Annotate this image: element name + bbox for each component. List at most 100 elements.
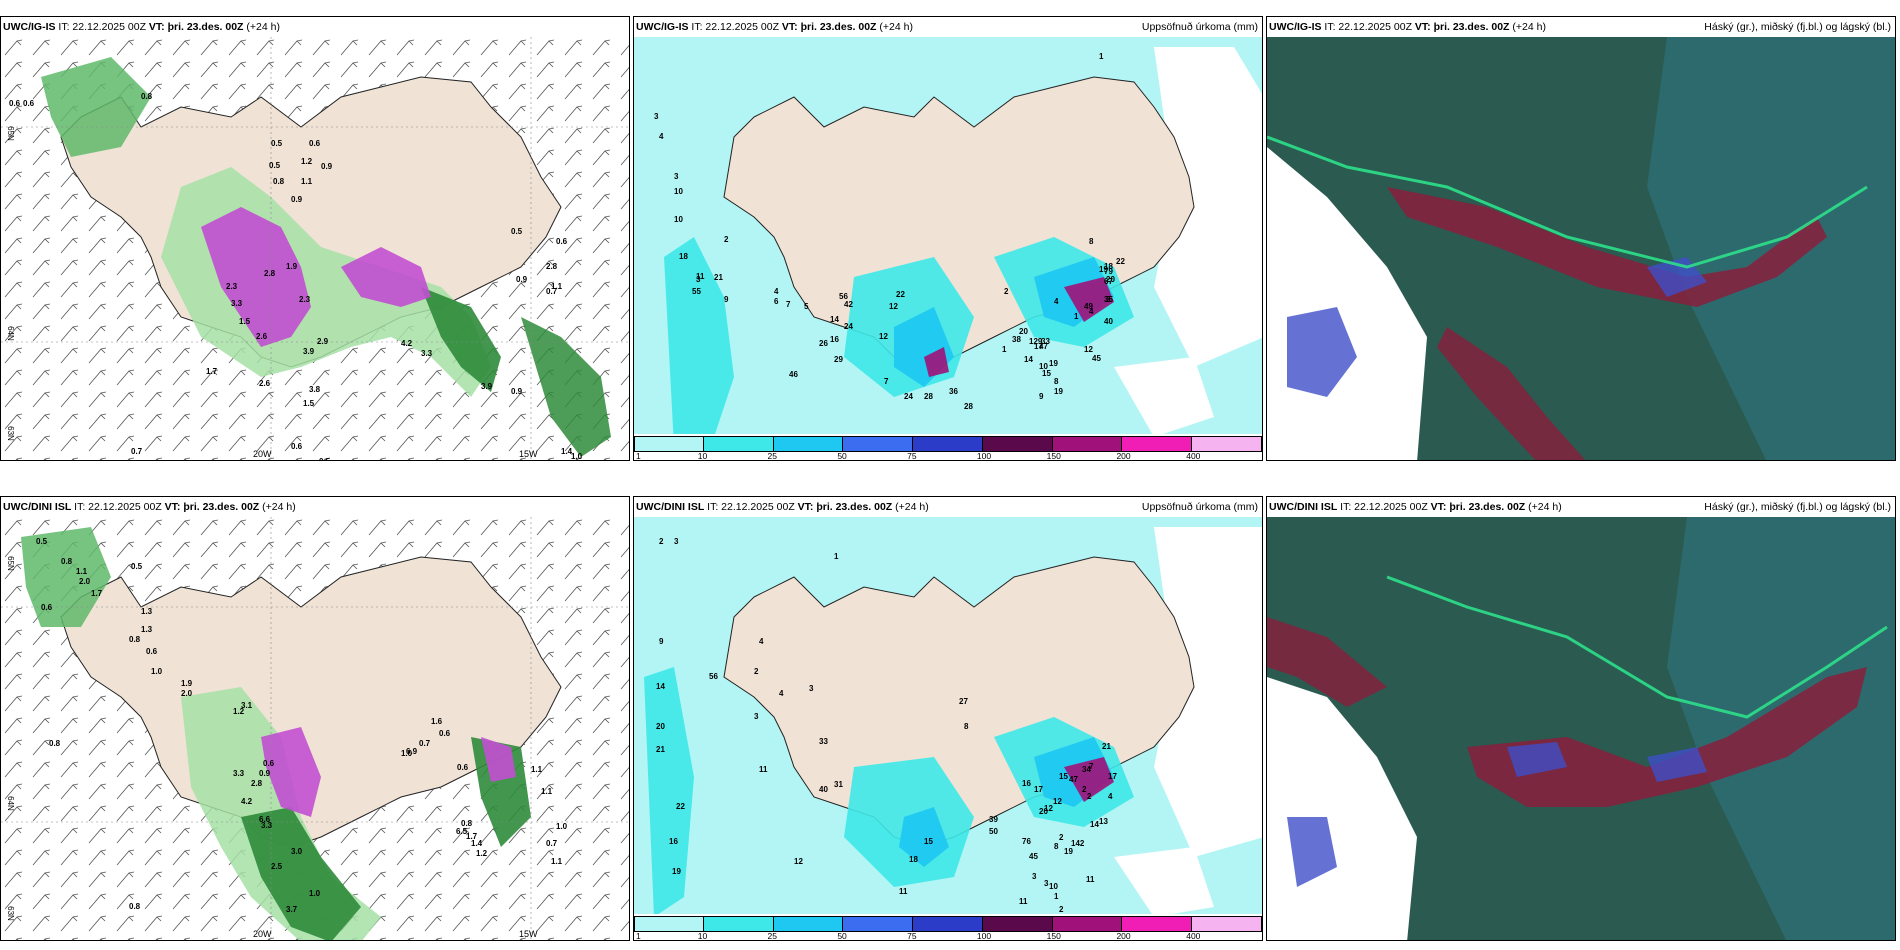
value-label: 33 (1041, 337, 1050, 346)
value-label: 2.0 (181, 689, 193, 698)
value-label: 0.8 (129, 635, 141, 644)
east-green (521, 317, 611, 457)
value-label: 12 (879, 332, 888, 341)
value-label: 21 (1102, 742, 1111, 751)
colorbar-tick-label: 100 (976, 931, 992, 941)
value-label: 6.5 (456, 827, 468, 836)
value-label: 16 (1022, 779, 1031, 788)
value-label: 1.0 (309, 889, 321, 898)
colorbar-tick-label: 25 (767, 931, 778, 941)
model-name: UWC/IG-IS (3, 21, 56, 33)
value-label: 3 (654, 112, 659, 121)
value-label: 0.9 (291, 195, 303, 204)
value-label: 10 (1049, 882, 1058, 891)
value-label: 1.0 (556, 822, 568, 831)
value-label: 79 (1104, 267, 1113, 276)
value-label: 1.7 (91, 589, 103, 598)
value-label: 1.9 (286, 262, 298, 271)
lead-time: (+24 h) (895, 501, 929, 513)
lat-label-64n: 64N (5, 326, 15, 341)
value-label: 1 (834, 552, 839, 561)
value-label: 0.9 (516, 275, 528, 284)
colorbar-tick-label: 400 (1186, 931, 1201, 941)
model-name: UWC/DINI ISL (3, 501, 72, 513)
value-label: 4 (774, 287, 779, 296)
panel-ig-clouds: UWC/IG-IS IT: 22.12.2025 00Z VT: þri. 23… (1266, 16, 1896, 461)
value-label: 0.8 (273, 177, 285, 186)
value-label: 2.9 (317, 337, 329, 346)
value-label: 18 (1104, 262, 1113, 271)
value-label: 12 (1084, 345, 1093, 354)
value-label: 5 (804, 302, 809, 311)
snow-green (241, 737, 531, 940)
value-label: 2.3 (299, 295, 311, 304)
precip-blue (894, 257, 1114, 387)
value-label: 2 (1059, 905, 1064, 914)
colorbar-segment (703, 436, 774, 452)
colorbar-segment (913, 436, 983, 452)
value-label: 3.3 (261, 821, 273, 830)
value-label: 1.3 (141, 625, 153, 634)
value-label: 47 (1069, 775, 1078, 784)
value-label: 0.5 (271, 139, 283, 148)
snow-green (421, 287, 501, 392)
value-label: 0.6 (41, 603, 53, 612)
precip-colorbar: 1 10 25 50 75 100 150 200 400 (634, 434, 1262, 461)
value-label: 12 (889, 302, 898, 311)
lat-label-63n: 63N (5, 906, 15, 921)
precip-map (634, 37, 1262, 460)
value-label: 3.9 (481, 382, 493, 391)
lon-label-15w: 15W (519, 449, 538, 459)
value-label: 1.1 (551, 282, 563, 291)
value-label: 0.6 (146, 647, 158, 656)
colorbar-segment (773, 436, 844, 452)
value-label: 3.1 (241, 701, 253, 710)
value-label: 4 (759, 637, 764, 646)
panel-title: UWC/DINI ISL IT: 22.12.2025 00Z VT: þri.… (1267, 497, 1895, 517)
value-label: 2.0 (79, 577, 91, 586)
colorbar-tick-label: 150 (1046, 451, 1061, 461)
colorbar-tick-label: 10 (697, 451, 708, 461)
value-label: 2.6 (256, 332, 268, 341)
value-label: 4 (1089, 307, 1094, 316)
value-label: 1 (1074, 312, 1079, 321)
value-label: 1.9 (181, 679, 193, 688)
wind-snow-map (1, 517, 629, 940)
value-label: 1.1 (531, 765, 543, 774)
panel-dini-clouds: UWC/DINI ISL IT: 22.12.2025 00Z VT: þri.… (1266, 496, 1896, 941)
value-label: 42 (844, 300, 853, 309)
snow-magenta (201, 207, 431, 347)
valid-time: VT: þri. 23.des. 00Z (164, 501, 260, 513)
value-label: 10 (674, 187, 683, 196)
lon-label-20w: 20W (253, 929, 272, 939)
value-label: 3 (674, 172, 679, 181)
value-label: 46 (789, 370, 798, 379)
value-label: 35 (1104, 295, 1113, 304)
mid-cloud-blue (1287, 257, 1707, 397)
value-label: 1.2 (233, 707, 245, 716)
colorbar-tick-label: 100 (976, 451, 992, 461)
value-label: 1.7 (466, 832, 478, 841)
value-label: 21 (656, 745, 665, 754)
colorbar-tick-label: 10 (697, 931, 708, 941)
panel-ig-wind-snow: UWC/IG-IS IT: 22.12.2025 00Z VT: þri. 23… (0, 16, 630, 461)
lead-time: (+24 h) (1512, 21, 1546, 33)
wind-snow-map (1, 37, 629, 460)
model-name: UWC/IG-IS (1269, 21, 1322, 33)
value-label: 7 (786, 300, 791, 309)
value-label: 19 (1099, 265, 1108, 274)
panel-title: UWC/IG-IS IT: 22.12.2025 00Z VT: þri. 23… (1, 17, 629, 37)
value-label: 2 (724, 235, 729, 244)
colorbar-tick-label: 150 (1046, 931, 1061, 941)
value-label: 0.6 (291, 442, 303, 451)
colorbar-tick-label: 25 (767, 451, 778, 461)
value-label: 20 (656, 722, 665, 731)
cloud-map (1267, 517, 1895, 940)
value-label: 0.8 (461, 819, 473, 828)
value-label: 21 (714, 273, 723, 282)
value-label: 3.0 (291, 847, 303, 856)
value-label: 49 (1084, 302, 1093, 311)
value-label: 9 (659, 637, 664, 646)
value-label: 11 (696, 272, 705, 281)
value-label: 39 (989, 815, 998, 824)
